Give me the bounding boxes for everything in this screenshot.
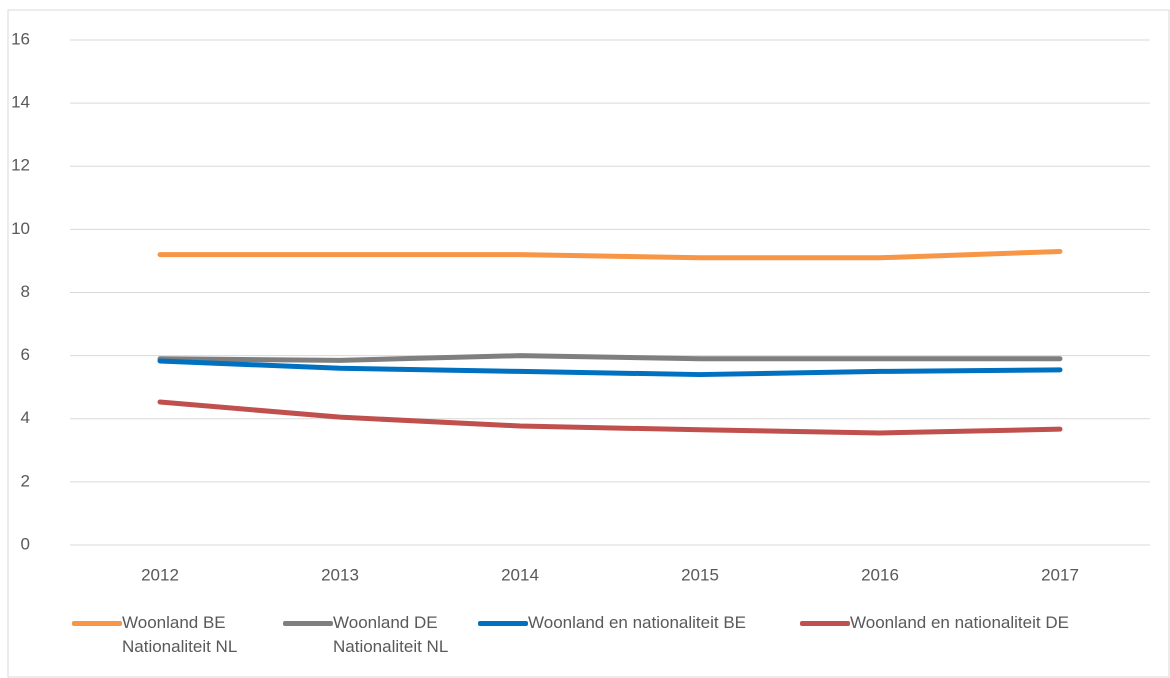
x-tick-label: 2016 [861, 565, 899, 584]
legend-item: Woonland BE Nationaliteit NL [72, 611, 272, 659]
y-tick-label: 16 [11, 29, 30, 48]
x-tick-label: 2013 [321, 565, 359, 584]
y-tick-label: 10 [11, 219, 30, 238]
legend-item: Woonland en nationaliteit DE [800, 611, 1130, 635]
x-tick-label: 2017 [1041, 565, 1079, 584]
legend-swatch [283, 621, 333, 626]
y-tick-label: 6 [21, 345, 30, 364]
y-tick-label: 14 [11, 93, 30, 112]
y-tick-label: 2 [21, 471, 30, 490]
legend-label: Woonland BE Nationaliteit NL [122, 613, 238, 656]
chart-border [7, 9, 1170, 678]
series-line [157, 358, 1063, 378]
y-tick-label: 0 [21, 534, 30, 553]
y-tick-label: 8 [21, 282, 30, 301]
x-tick-label: 2012 [141, 565, 179, 584]
legend-item: Woonland en nationaliteit BE [478, 611, 798, 635]
series-line [157, 248, 1063, 261]
y-tick-label: 12 [11, 156, 30, 175]
series-line [157, 399, 1063, 436]
legend-label: Woonland en nationaliteit DE [850, 613, 1069, 632]
legend-swatch [800, 621, 850, 626]
series-line [157, 353, 1063, 363]
legend-swatch [478, 621, 528, 626]
legend-label: Woonland en nationaliteit BE [528, 613, 747, 632]
legend-label: Woonland DE Nationaliteit NL [333, 613, 449, 656]
x-tick-label: 2014 [501, 565, 539, 584]
y-tick-label: 4 [21, 408, 30, 427]
x-tick-label: 2015 [681, 565, 719, 584]
legend-item: Woonland DE Nationaliteit NL [283, 611, 483, 659]
legend-swatch [72, 621, 122, 626]
